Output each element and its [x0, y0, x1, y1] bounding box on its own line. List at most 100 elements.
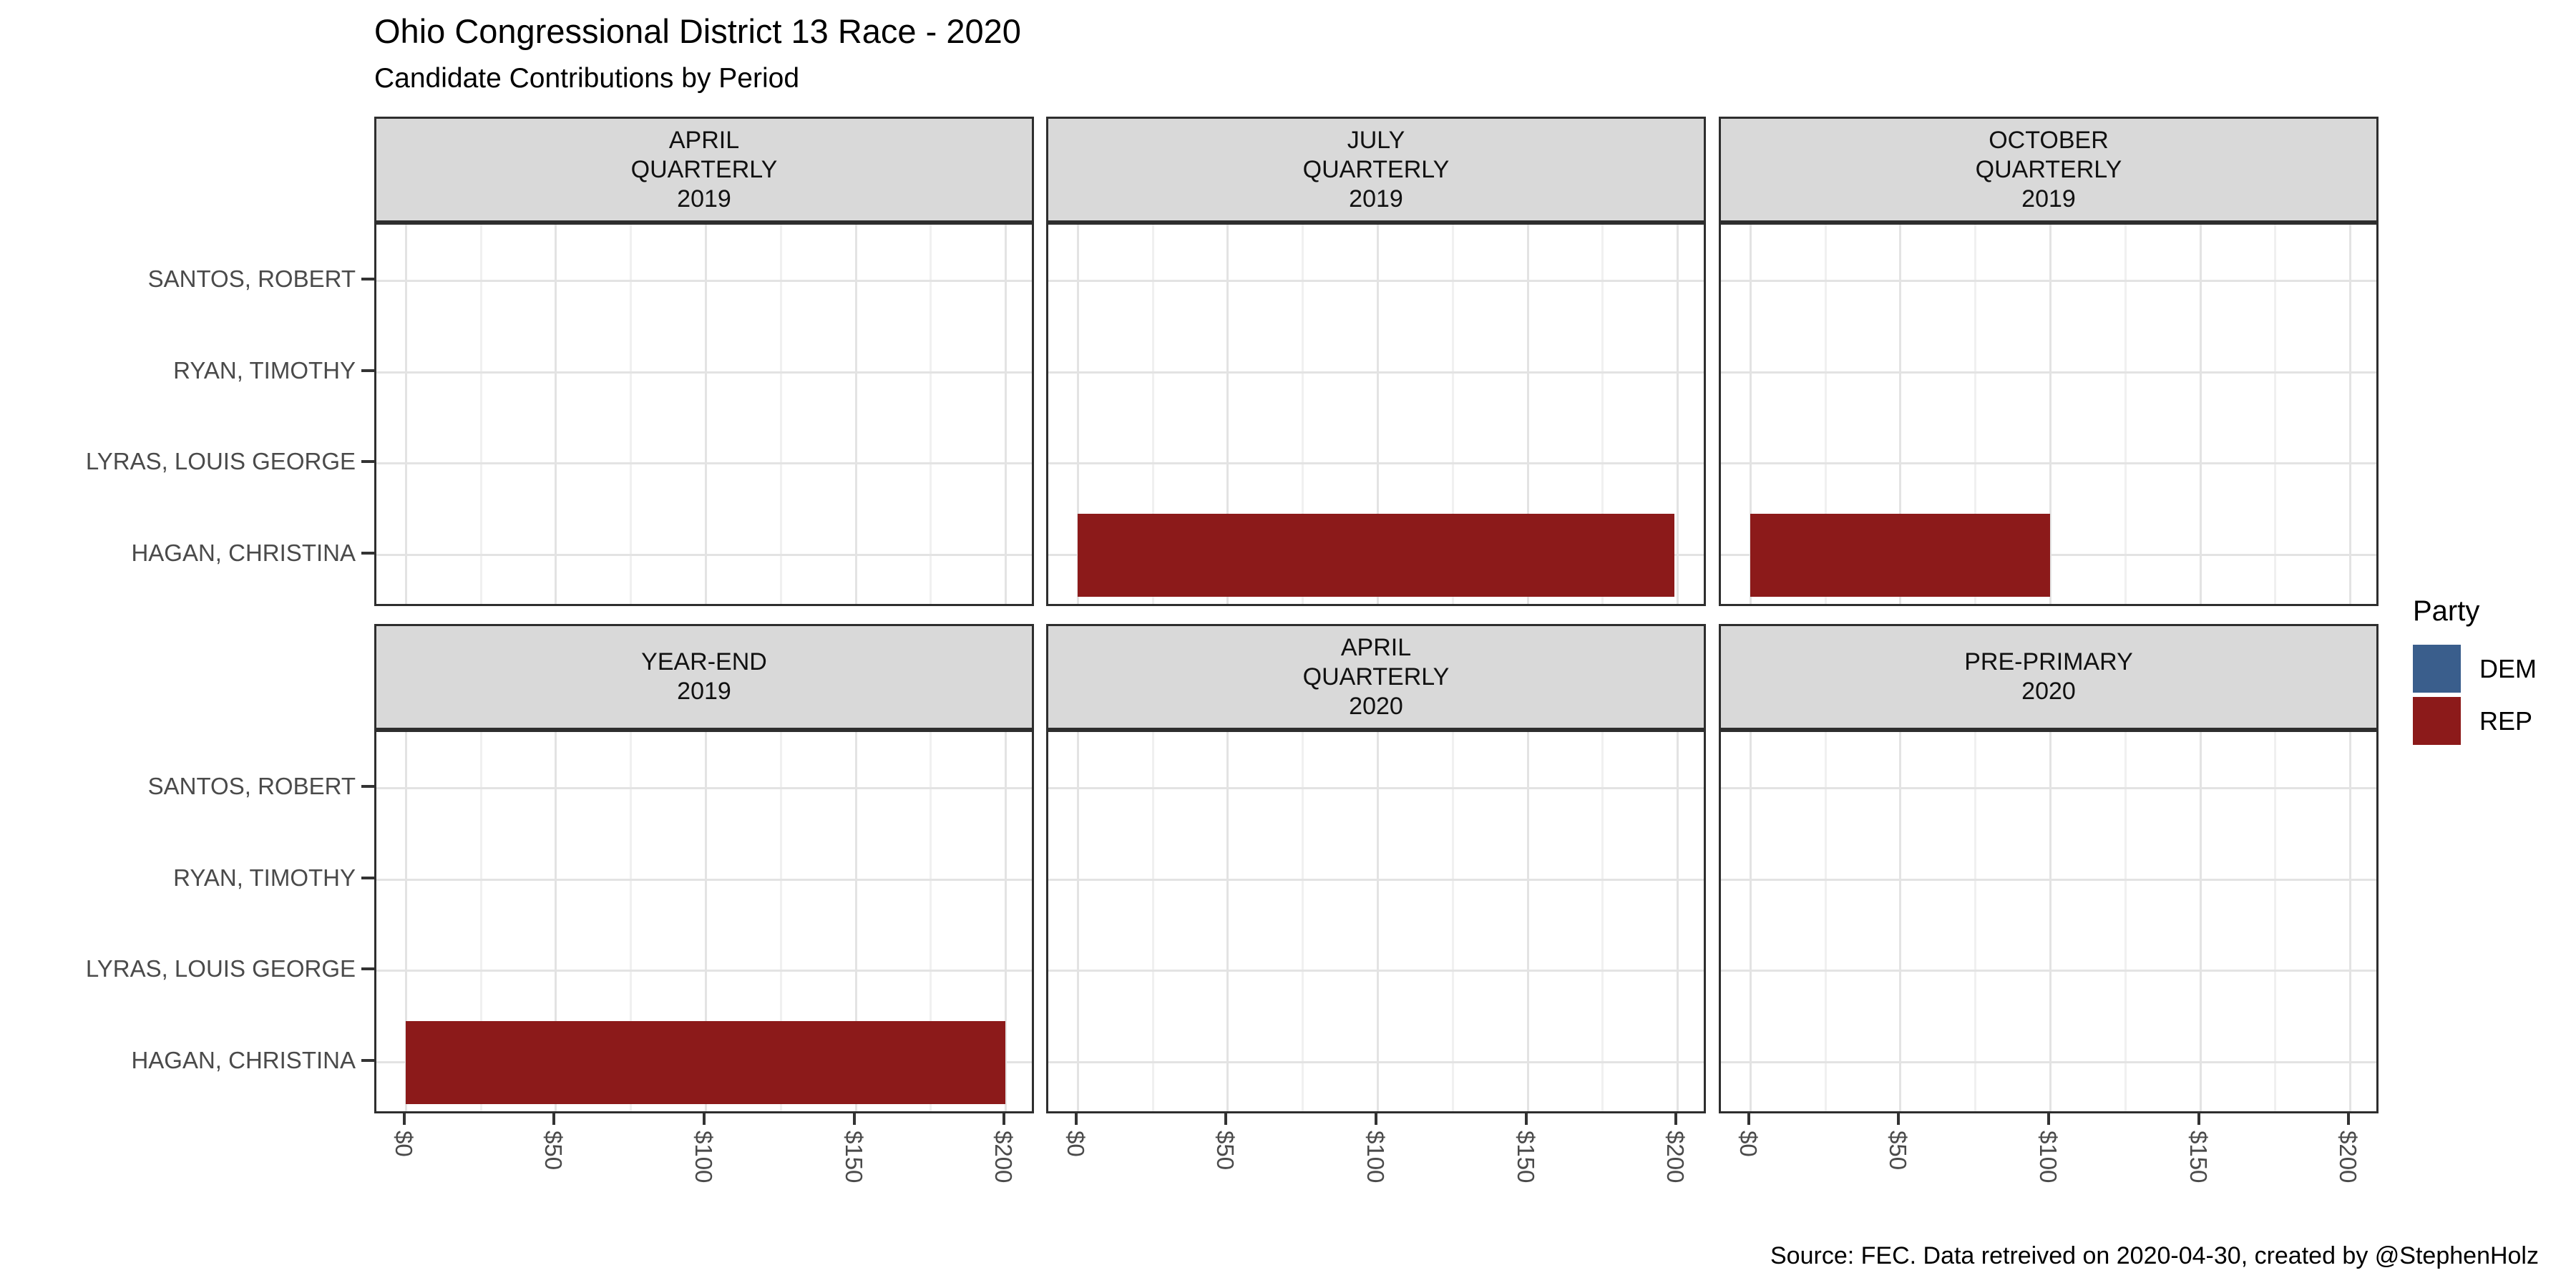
- facet-panel: [1719, 730, 2379, 1113]
- x-axis-tick: [1002, 1113, 1006, 1125]
- chart-title: Ohio Congressional District 13 Race - 20…: [374, 12, 1021, 50]
- gridline-x-minor: [2124, 732, 2127, 1111]
- gridline-x-minor: [1974, 732, 1977, 1111]
- gridline-x-minor: [1824, 225, 1827, 604]
- gridline-y-major: [1721, 1061, 2376, 1064]
- contribution-bar: [1750, 514, 2050, 597]
- x-axis-tick: [1747, 1113, 1750, 1125]
- gridline-x-minor: [2124, 225, 2127, 604]
- y-axis-label: RYAN, TIMOTHY: [173, 864, 356, 891]
- gridline-x-major: [1749, 732, 1752, 1111]
- x-axis-label-text: $50: [1885, 1131, 1912, 1171]
- x-axis-tick: [1524, 1113, 1528, 1125]
- x-axis-label-text: $200: [2335, 1131, 2362, 1184]
- gridline-x-major: [1377, 732, 1379, 1111]
- gridline-y-major: [1048, 371, 1704, 374]
- y-axis-tick: [361, 552, 374, 555]
- facet-strip-label: 2019: [2021, 185, 2076, 213]
- facet-strip-label: OCTOBER: [1989, 126, 2109, 154]
- gridline-x-minor: [1974, 225, 1977, 604]
- x-axis-tick: [2047, 1113, 2050, 1125]
- x-axis-label-text: $50: [540, 1131, 567, 1171]
- gridline-x-major: [2049, 225, 2051, 604]
- gridline-x-minor: [479, 225, 482, 604]
- gridline-x-major: [1899, 732, 1902, 1111]
- gridline-x-major: [705, 732, 707, 1111]
- facet-strip: JULY QUARTERLY 2019: [1046, 117, 1706, 223]
- gridline-x-major: [1677, 732, 1679, 1111]
- gridline-x-minor: [1151, 225, 1154, 604]
- gridline-x-major: [1749, 225, 1752, 604]
- gridline-y-major: [1048, 1061, 1704, 1064]
- gridline-x-major: [2349, 732, 2352, 1111]
- gridline-y-major: [376, 462, 1032, 465]
- gridline-y-major: [1721, 462, 2376, 465]
- gridline-x-minor: [930, 732, 932, 1111]
- gridline-x-major: [2199, 225, 2202, 604]
- x-axis-label-text: $100: [1362, 1131, 1389, 1184]
- y-axis-label: LYRAS, LOUIS GEORGE: [85, 448, 356, 475]
- legend-label-dem: DEM: [2479, 653, 2537, 683]
- y-axis-label: HAGAN, CHRISTINA: [131, 540, 356, 567]
- gridline-x-major: [1226, 225, 1229, 604]
- facet-strip-label: 2020: [2021, 678, 2076, 705]
- facet-panel: [1046, 223, 1706, 606]
- x-axis-label-text: $100: [691, 1131, 717, 1184]
- dem-color-swatch: [2413, 645, 2461, 693]
- x-axis-label-text: $0: [1735, 1131, 1762, 1157]
- gridline-x-major: [1677, 225, 1679, 604]
- y-axis-label: HAGAN, CHRISTINA: [131, 1047, 356, 1074]
- gridline-x-minor: [1824, 732, 1827, 1111]
- legend-label-rep: REP: [2479, 706, 2533, 736]
- gridline-x-minor: [1151, 732, 1154, 1111]
- y-axis-tick: [361, 876, 374, 879]
- legend-title: Party: [2413, 595, 2480, 627]
- x-axis-label-text: $150: [2185, 1131, 2212, 1184]
- gridline-x-minor: [779, 732, 782, 1111]
- legend-entry-dem: DEM: [2413, 645, 2537, 693]
- facet-strip: YEAR-END 2019: [374, 624, 1034, 730]
- gridline-y-major: [376, 280, 1032, 283]
- gridline-y-major: [1048, 787, 1704, 790]
- facet-strip-label: 2019: [677, 678, 731, 705]
- facet-panel: [374, 223, 1034, 606]
- y-axis-tick: [361, 785, 374, 789]
- facet-strip: APRIL QUARTERLY 2020: [1046, 624, 1706, 730]
- x-axis-tick: [2347, 1113, 2351, 1125]
- rep-color-swatch: [2413, 697, 2461, 745]
- gridline-x-minor: [630, 732, 633, 1111]
- x-axis-label-text: $0: [1062, 1131, 1089, 1157]
- contribution-bar: [405, 1021, 1006, 1105]
- facet-panel: [1046, 730, 1706, 1113]
- x-axis-label-text: $150: [840, 1131, 867, 1184]
- facet-panel: [374, 730, 1034, 1113]
- x-axis-label-text: $200: [1662, 1131, 1689, 1184]
- gridline-x-major: [2349, 225, 2352, 604]
- gridline-x-major: [1526, 225, 1529, 604]
- y-axis-tick: [361, 369, 374, 372]
- gridline-x-minor: [1451, 732, 1454, 1111]
- gridline-x-minor: [779, 225, 782, 604]
- x-axis-tick: [1375, 1113, 1377, 1125]
- gridline-x-major: [1526, 732, 1529, 1111]
- facet-strip-label: PRE-PRIMARY: [1964, 648, 2133, 675]
- gridline-y-major: [1048, 970, 1704, 972]
- gridline-y-major: [1721, 371, 2376, 374]
- x-axis-tick: [852, 1113, 856, 1125]
- gridline-x-major: [1005, 225, 1008, 604]
- gridline-x-major: [2199, 732, 2202, 1111]
- gridline-y-major: [376, 970, 1032, 972]
- legend-entry-rep: REP: [2413, 697, 2537, 745]
- gridline-x-minor: [930, 225, 932, 604]
- gridline-x-major: [555, 732, 557, 1111]
- y-axis-label: LYRAS, LOUIS GEORGE: [85, 955, 356, 982]
- gridline-x-major: [1005, 732, 1008, 1111]
- gridline-x-major: [1377, 225, 1379, 604]
- gridline-y-major: [1048, 462, 1704, 465]
- facet-strip-label: QUARTERLY: [1302, 155, 1450, 183]
- facet-strip: PRE-PRIMARY 2020: [1719, 624, 2379, 730]
- y-axis-label: SANTOS, ROBERT: [147, 773, 356, 800]
- gridline-x-minor: [1302, 732, 1304, 1111]
- gridline-y-major: [1048, 878, 1704, 881]
- gridline-x-minor: [1601, 732, 1604, 1111]
